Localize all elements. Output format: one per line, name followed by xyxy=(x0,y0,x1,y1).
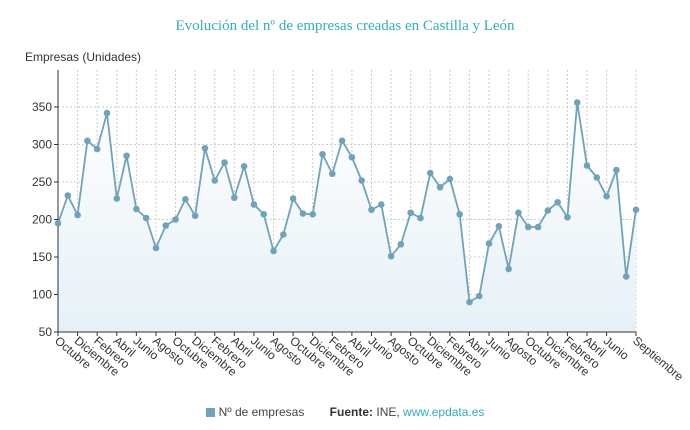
data-point xyxy=(368,206,375,214)
data-point xyxy=(475,292,483,300)
data-point xyxy=(554,198,561,206)
area-fill xyxy=(58,102,636,332)
data-point xyxy=(426,169,434,177)
data-point xyxy=(603,192,610,200)
data-point xyxy=(240,162,248,170)
data-point xyxy=(377,201,385,208)
y-tick-label: 100 xyxy=(32,288,52,302)
data-point xyxy=(152,244,160,252)
source-name: INE, xyxy=(376,405,400,419)
data-point xyxy=(172,216,179,223)
data-point xyxy=(270,247,277,255)
data-point xyxy=(123,152,130,160)
data-point xyxy=(524,223,532,231)
data-point xyxy=(534,223,542,231)
legend: Nº de empresas Fuente: INE, www.epdata.e… xyxy=(0,405,690,419)
source-link[interactable]: www.epdata.es xyxy=(403,405,485,419)
data-point xyxy=(74,211,81,219)
data-point xyxy=(613,166,620,174)
data-point xyxy=(387,252,395,260)
y-tick-label: 150 xyxy=(32,250,52,264)
data-point xyxy=(515,209,522,217)
data-point xyxy=(280,231,287,238)
data-point xyxy=(338,137,346,145)
data-point xyxy=(495,222,503,230)
y-tick-label: 250 xyxy=(32,175,52,189)
data-point xyxy=(162,222,170,229)
source-label: Fuente: xyxy=(329,405,374,419)
data-point xyxy=(133,205,140,213)
data-point xyxy=(319,150,326,158)
data-point xyxy=(632,206,640,214)
data-point xyxy=(182,195,189,203)
data-point xyxy=(348,153,356,161)
data-point xyxy=(564,213,571,221)
data-point xyxy=(191,212,199,220)
data-point xyxy=(211,177,219,184)
data-point xyxy=(505,265,512,273)
chart-title: Evolución del nº de empresas creadas en … xyxy=(175,18,515,34)
data-point xyxy=(446,175,454,183)
data-point xyxy=(231,194,238,202)
data-point xyxy=(456,210,463,218)
data-point xyxy=(417,214,424,222)
legend-label: Nº de empresas xyxy=(218,405,305,419)
data-point xyxy=(544,207,552,214)
data-point xyxy=(260,210,268,218)
data-point xyxy=(407,209,414,217)
data-point xyxy=(289,195,297,202)
data-point xyxy=(142,214,150,222)
data-point xyxy=(358,177,365,184)
data-point xyxy=(436,183,444,191)
data-point xyxy=(221,159,228,166)
data-point xyxy=(583,162,591,169)
legend-swatch xyxy=(205,408,215,417)
data-point xyxy=(485,240,493,247)
data-point xyxy=(113,195,121,202)
data-point xyxy=(299,210,307,217)
data-point xyxy=(54,219,62,227)
data-point xyxy=(84,137,91,145)
data-point xyxy=(250,201,258,208)
y-tick-label: 200 xyxy=(32,213,52,227)
data-point xyxy=(397,240,405,248)
data-point xyxy=(64,192,72,199)
y-axis-label: Empresas (Unidades) xyxy=(25,50,142,64)
data-point xyxy=(573,99,581,106)
y-tick-label: 300 xyxy=(32,138,52,152)
data-point xyxy=(201,144,209,152)
data-point xyxy=(593,174,601,181)
data-point xyxy=(466,298,473,306)
data-point xyxy=(93,145,101,153)
x-tick-label: Septiembre xyxy=(630,334,686,384)
data-point xyxy=(329,170,336,178)
y-tick-label: 350 xyxy=(32,100,52,114)
data-point xyxy=(309,210,317,218)
data-point xyxy=(622,273,630,280)
data-point xyxy=(103,109,111,117)
y-tick-label: 50 xyxy=(39,325,53,339)
